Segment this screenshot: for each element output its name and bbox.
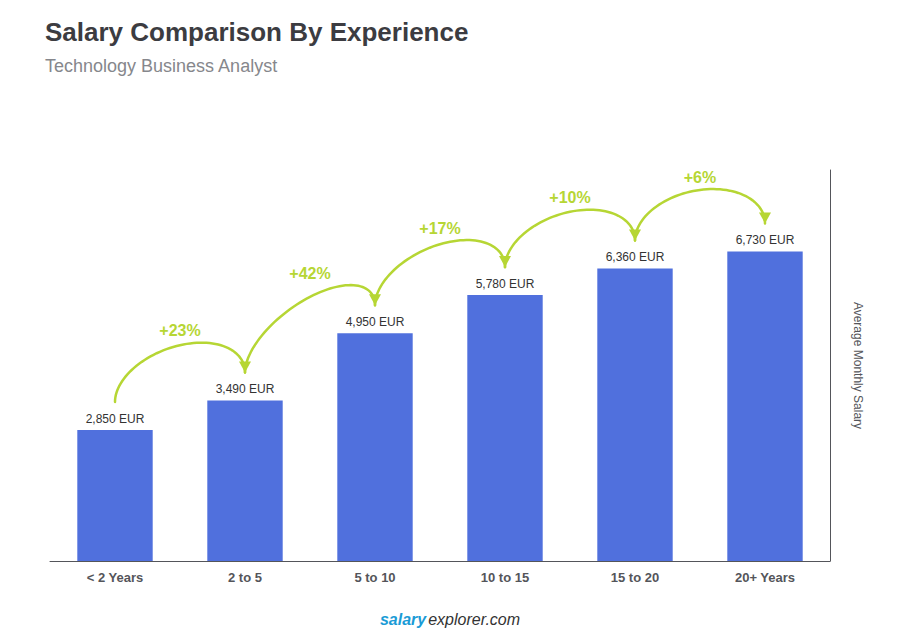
svg-text:Average Monthly Salary: Average Monthly Salary [851,302,865,429]
svg-text:15 to 20: 15 to 20 [611,570,659,585]
svg-text:Technology Business Analyst: Technology Business Analyst [45,56,277,76]
svg-text:5,780 EUR: 5,780 EUR [476,277,535,291]
svg-text:salary: salary [380,611,427,628]
svg-text:Salary Comparison By Experienc: Salary Comparison By Experience [45,17,468,47]
svg-text:+23%: +23% [159,322,200,339]
svg-text:< 2 Years: < 2 Years [87,570,144,585]
svg-text:10 to 15: 10 to 15 [481,570,529,585]
svg-text:2,850 EUR: 2,850 EUR [86,412,145,426]
svg-text:6,730 EUR: 6,730 EUR [736,233,795,247]
svg-text:explorer.com: explorer.com [428,611,520,628]
svg-text:20+ Years: 20+ Years [735,570,795,585]
svg-text:5 to 10: 5 to 10 [354,570,395,585]
svg-text:3,490 EUR: 3,490 EUR [216,382,275,396]
svg-text:+42%: +42% [289,265,330,282]
svg-text:4,950 EUR: 4,950 EUR [346,315,405,329]
svg-text:2 to 5: 2 to 5 [228,570,262,585]
svg-text:+10%: +10% [549,189,590,206]
svg-text:+6%: +6% [684,169,716,186]
svg-text:+17%: +17% [419,220,460,237]
svg-text:6,360 EUR: 6,360 EUR [606,250,665,264]
